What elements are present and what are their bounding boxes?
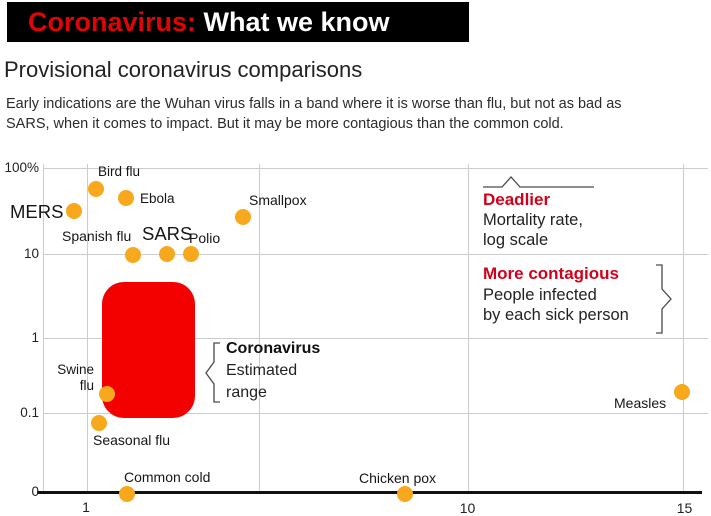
x-axis-line: [37, 491, 702, 494]
x-tick-10: 10: [459, 500, 476, 516]
label-smallpox: Smallpox: [249, 192, 307, 208]
header-highlight: Coronavirus:: [28, 7, 197, 37]
deadlier-annotation-line1: Mortality rate,: [483, 211, 583, 229]
data-point-polio: [183, 246, 199, 262]
data-point-chicken-pox: [397, 486, 413, 502]
deadlier-brace: [483, 176, 594, 188]
gridline-x5: [259, 164, 260, 492]
data-point-sars: [159, 246, 175, 262]
gridline-100pct: [43, 168, 708, 169]
label-spanish-flu: Spanish flu: [62, 228, 132, 244]
data-point-spanish-flu: [125, 247, 141, 263]
contagious-annotation-line2: by each sick person: [483, 306, 629, 324]
y-tick-0-1: 0.1: [20, 405, 39, 420]
data-point-ebola: [118, 190, 134, 206]
coronavirus-range-box: [102, 282, 195, 418]
header-rest: What we know: [196, 7, 390, 37]
data-point-bird-flu: [88, 181, 104, 197]
y-tick-1: 1: [31, 330, 39, 345]
y-tick-10: 10: [23, 246, 39, 261]
label-polio: Polio: [189, 230, 221, 246]
coronavirus-annotation-heading: Coronavirus: [226, 340, 321, 357]
y-tick-0: 0: [31, 484, 39, 499]
data-point-measles: [674, 384, 690, 400]
label-chicken-pox: Chicken pox: [359, 470, 437, 486]
deadlier-annotation-line2: log scale: [483, 231, 549, 249]
gridline-10: [43, 254, 708, 255]
coronavirus-annotation-line1: Estimated: [226, 362, 298, 379]
label-measles: Measles: [614, 395, 667, 411]
coronavirus-brace: [205, 342, 220, 403]
label-sars: SARS: [142, 223, 193, 244]
y-tick-100pct: 100%: [4, 160, 39, 175]
gridline-x1: [87, 164, 88, 492]
label-mers: MERS: [10, 201, 64, 222]
gridline-y-axis: [43, 164, 44, 492]
data-point-mers: [66, 203, 82, 219]
gridline-x15: [683, 164, 684, 492]
coronavirus-annotation-line2: range: [226, 384, 267, 401]
page-subtitle: Early indications are the Wuhan virus fa…: [6, 96, 622, 133]
data-point-smallpox: [235, 209, 251, 225]
gridline-x10: [468, 164, 469, 492]
contagious-brace: [656, 264, 672, 334]
deadlier-annotation-heading: Deadlier: [483, 190, 551, 209]
page-title: Provisional coronavirus comparisons: [4, 57, 363, 82]
gridline-0-1: [43, 413, 708, 414]
header-banner: Coronavirus: What we know: [7, 2, 469, 42]
label-seasonal-flu: Seasonal flu: [93, 432, 171, 448]
label-common-cold: Common cold: [124, 469, 211, 485]
data-point-seasonal-flu: [91, 415, 107, 431]
gridline-1: [43, 338, 708, 339]
contagious-annotation-line1: People infected: [483, 286, 597, 304]
contagious-annotation-heading: More contagious: [483, 264, 620, 283]
data-point-swine-flu: [99, 386, 115, 402]
data-point-common-cold: [119, 486, 135, 502]
x-tick-1: 1: [82, 499, 90, 515]
x-tick-15: 15: [676, 500, 693, 516]
label-swine-flu: Swine flu: [57, 362, 94, 393]
label-ebola: Ebola: [140, 191, 175, 206]
label-bird-flu: Bird flu: [98, 164, 141, 179]
